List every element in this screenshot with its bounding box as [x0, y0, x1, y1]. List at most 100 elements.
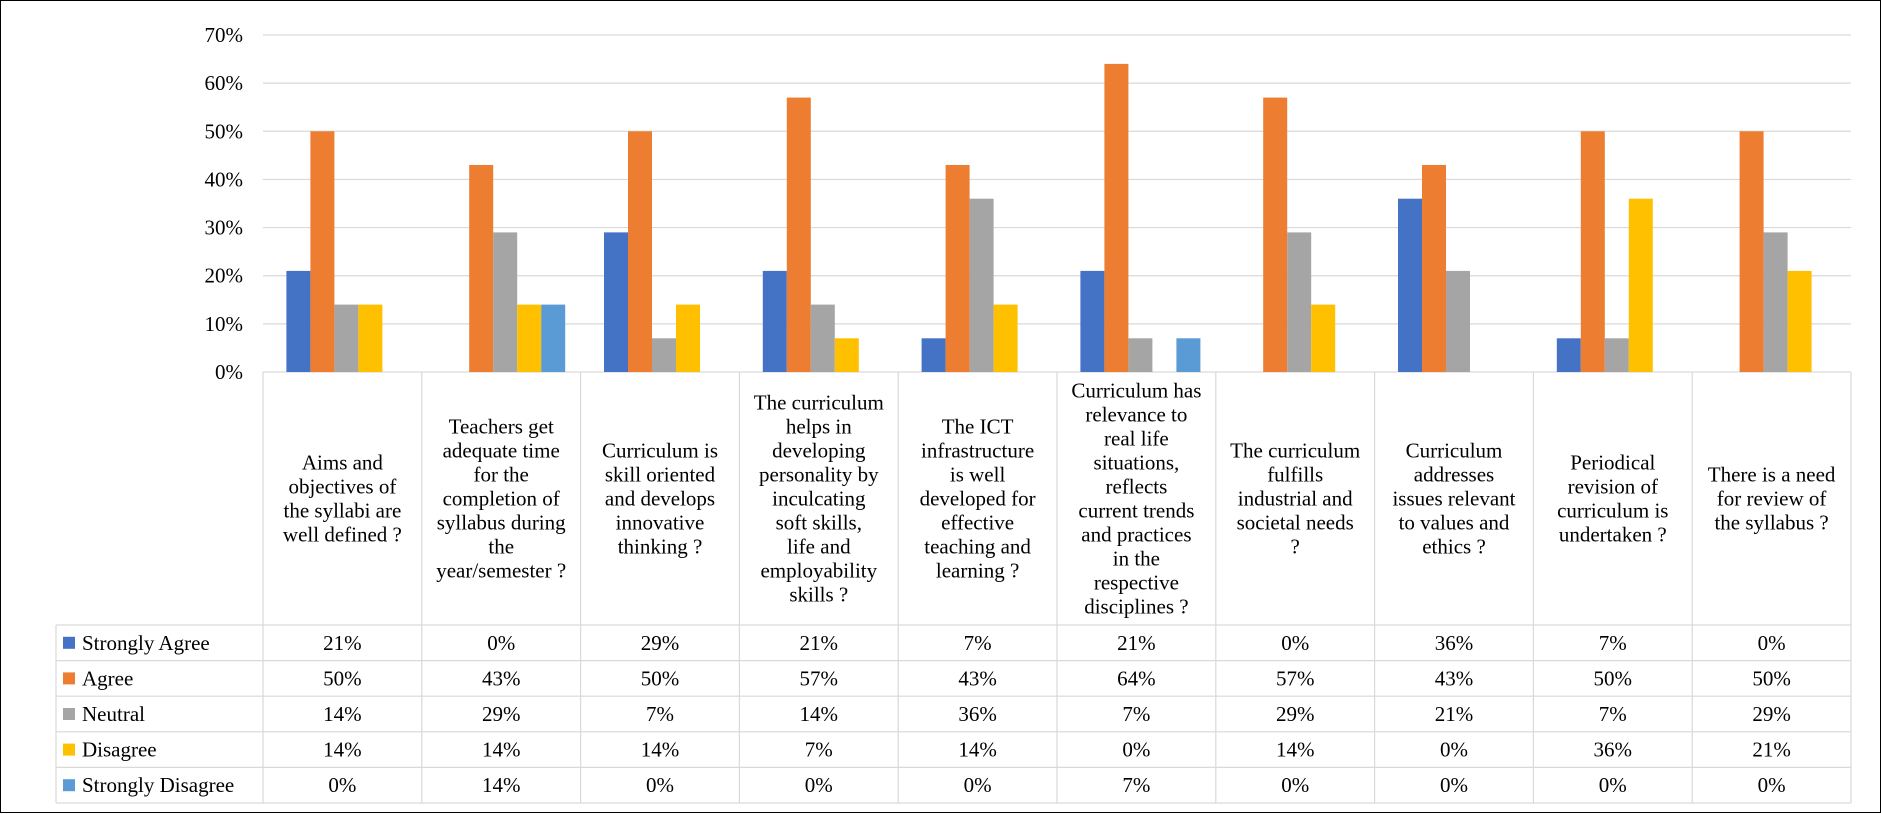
category-label: Periodical revision of curriculum is undert…	[1557, 451, 1668, 547]
data-label: 0%	[1758, 773, 1786, 797]
bar-agree	[1580, 131, 1605, 372]
data-label: 50%	[1594, 666, 1633, 690]
legend-key	[63, 672, 75, 685]
data-label: 21%	[800, 631, 839, 655]
bar-disagree	[517, 304, 542, 372]
bar-agree	[945, 164, 970, 372]
data-label: 0%	[1758, 631, 1786, 655]
bar-disagree	[1628, 198, 1653, 372]
bar-neutral	[1287, 232, 1312, 372]
data-label: 7%	[1122, 702, 1150, 726]
y-tick-label: 20%	[205, 264, 244, 288]
legend-key	[63, 743, 75, 756]
bar-agree	[310, 131, 335, 372]
data-label: 43%	[482, 666, 521, 690]
data-label: 14%	[323, 702, 362, 726]
data-label: 0%	[805, 773, 833, 797]
bar-strongly-disagree	[1176, 338, 1201, 372]
data-label: 0%	[328, 773, 356, 797]
data-label: 50%	[641, 666, 680, 690]
bar-strongly-agree	[1398, 198, 1422, 372]
data-label: 0%	[1599, 773, 1627, 797]
bar-disagree	[676, 304, 700, 372]
y-tick-label: 60%	[205, 71, 244, 95]
bar-neutral	[493, 232, 518, 372]
data-label: 50%	[323, 666, 362, 690]
legend-key	[63, 636, 75, 649]
data-label: 36%	[1435, 631, 1474, 655]
category-label: Curriculum addresses issues relevant to val…	[1392, 439, 1515, 559]
data-label: 0%	[964, 773, 992, 797]
bar-strongly-agree	[1080, 270, 1105, 372]
bar-agree	[1263, 97, 1288, 372]
bar-agree	[469, 164, 494, 372]
data-label: 57%	[800, 666, 839, 690]
data-label: 14%	[1276, 738, 1315, 762]
y-tick-label: 40%	[205, 167, 244, 191]
data-label: 0%	[1440, 738, 1468, 762]
bar-neutral	[810, 304, 835, 372]
category-label: Curriculum has relevance to real life situa…	[1071, 379, 1201, 619]
data-label: 0%	[1281, 631, 1309, 655]
data-label: 29%	[641, 631, 680, 655]
data-label: 57%	[1276, 666, 1315, 690]
bar-neutral	[652, 338, 676, 372]
data-label: 29%	[1276, 702, 1315, 726]
bar-strongly-agree	[286, 270, 311, 372]
category-label: Curriculum is skill oriented and develops i…	[602, 439, 718, 559]
y-tick-label: 10%	[205, 312, 244, 336]
data-table: Aims and objectives of the syllabi are well…	[55, 372, 1852, 804]
bar-agree	[628, 131, 652, 372]
bars	[286, 63, 1812, 373]
data-label: 0%	[487, 631, 515, 655]
bar-disagree	[1787, 270, 1812, 372]
legend-label: Disagree	[82, 738, 157, 762]
category-label: Aims and objectives of the syllabi are well…	[283, 451, 402, 547]
bar-neutral	[1604, 338, 1629, 372]
bar-agree	[786, 97, 811, 372]
legend-label: Agree	[82, 666, 133, 690]
data-label: 14%	[641, 738, 680, 762]
bar-neutral	[334, 304, 359, 372]
legend-label: Neutral	[82, 702, 145, 726]
bar-strongly-agree	[921, 338, 946, 372]
data-label: 7%	[646, 702, 674, 726]
bar-strongly-agree	[1556, 338, 1581, 372]
bar-neutral	[1128, 338, 1153, 372]
data-label: 43%	[958, 666, 997, 690]
data-label: 0%	[1281, 773, 1309, 797]
bar-disagree	[834, 338, 859, 372]
bar-agree	[1104, 63, 1129, 373]
data-label: 7%	[1122, 773, 1150, 797]
data-label: 7%	[1599, 702, 1627, 726]
data-label: 21%	[1752, 738, 1791, 762]
bar-disagree	[1311, 304, 1336, 372]
legend-label: Strongly Disagree	[82, 773, 234, 797]
data-label: 7%	[964, 631, 992, 655]
legend-label: Strongly Agree	[82, 631, 210, 655]
data-label: 14%	[800, 702, 839, 726]
data-label: 0%	[646, 773, 674, 797]
data-label: 21%	[1435, 702, 1474, 726]
data-label: 36%	[958, 702, 997, 726]
category-label: The curriculum helps in developing personal…	[754, 391, 884, 607]
bar-disagree	[993, 304, 1018, 372]
bar-strongly-agree	[604, 232, 628, 372]
legend-key	[63, 779, 75, 792]
bar-neutral	[1763, 232, 1788, 372]
data-label: 64%	[1117, 666, 1156, 690]
data-label: 14%	[323, 738, 362, 762]
data-label: 14%	[482, 738, 521, 762]
data-label: 43%	[1435, 666, 1474, 690]
y-tick-label: 50%	[205, 119, 244, 143]
data-label: 14%	[482, 773, 521, 797]
bar-agree	[1739, 131, 1764, 372]
bar-strongly-disagree	[541, 304, 566, 372]
y-tick-label: 70%	[205, 23, 244, 47]
y-tick-label: 0%	[215, 360, 243, 384]
bar-agree	[1422, 164, 1446, 372]
legend-key	[63, 708, 75, 720]
category-label: The ICT infrastructure is well developed fo…	[920, 415, 1036, 583]
